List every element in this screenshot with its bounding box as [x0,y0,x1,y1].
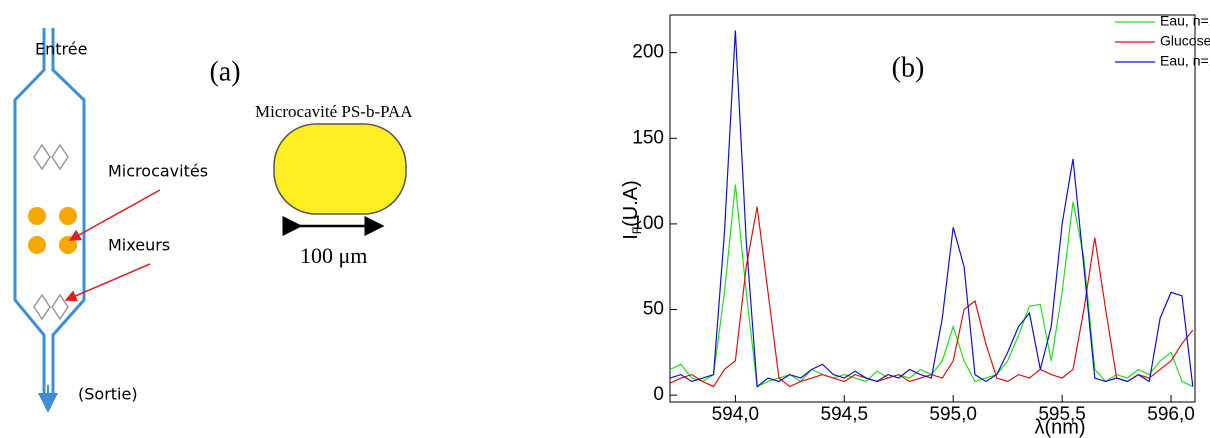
y-label-main: I [620,234,642,240]
cavity-name: Microcavité PS-b-PAA [255,102,413,121]
y-tick-label: 150 [632,127,664,148]
y-axis-label: IF(U.A) [620,180,644,240]
cavities-shapes [28,207,77,254]
panel-label: (a) [209,56,240,87]
x-axis-label: λ(nm) [1034,416,1085,438]
plot-frame [669,14,1196,403]
series-line [669,184,1194,388]
scale-label: 100 μm [300,243,367,268]
y-label-rest: (U.A) [620,180,642,227]
series-line [669,206,1194,388]
legend-label: Eau, n=1,333 [1160,53,1210,69]
inlet-label: Entrée [35,40,87,59]
legend-label: Glucose, n=1,342 [1160,33,1210,49]
panel-label: (b) [892,52,925,83]
x-tick-label: 594,0 [712,404,760,425]
mixers-shapes [33,143,69,321]
x-tick-label: 596,0 [1147,404,1195,425]
mixers-label: Mixeurs [108,236,170,255]
series-line [669,30,1194,388]
y-tick-label: 0 [653,384,664,405]
legend-label: Eau, n=1,333 [1160,13,1210,29]
diagram: Entrée (a) Microcavité PS-b-PAA Microcav… [13,28,413,413]
x-tick-label: 595,5 [1038,404,1086,425]
cavities-label: Microcavités [108,162,208,181]
arrow [64,263,151,302]
y-tick-label: 50 [643,299,664,320]
y-label-sub: F [630,227,644,234]
y-tick-label: 200 [632,42,664,63]
channel [13,28,86,398]
x-tick-label: 595,0 [929,404,977,425]
chart: (b) λ(nm) IF(U.A) 0 50 100 150 200 594,0 594,5… [620,13,1210,438]
cavity-shape [273,123,407,215]
outlet-label: (Sortie) [78,385,138,404]
y-tick-label: 100 [632,213,664,234]
arrow [68,189,161,241]
x-tick-label: 594,5 [821,404,869,425]
